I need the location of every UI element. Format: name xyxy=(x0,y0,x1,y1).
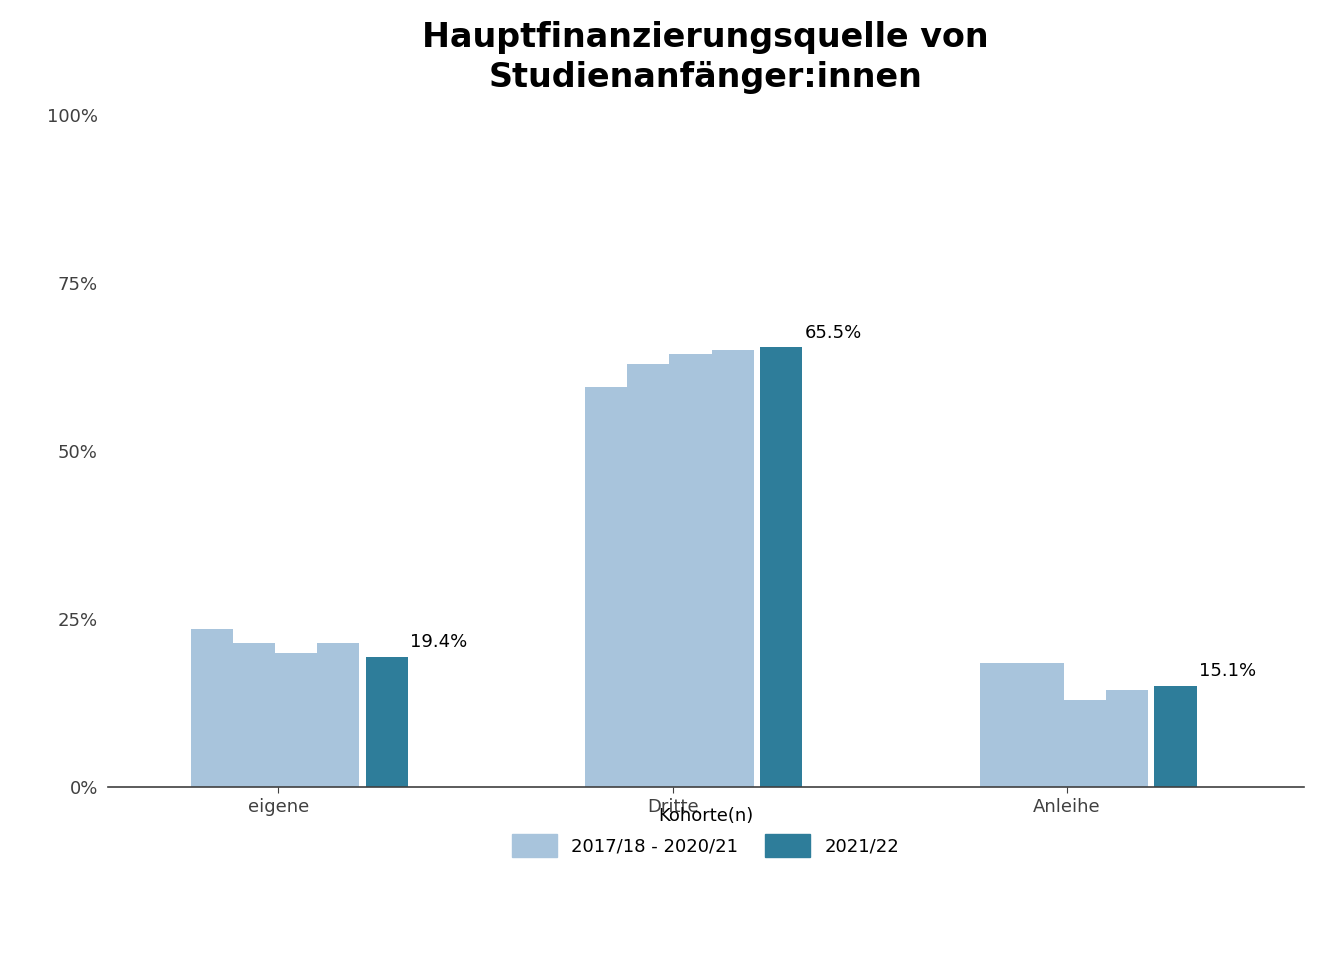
Title: Hauptfinanzierungsquelle von
Studienanfänger:innen: Hauptfinanzierungsquelle von Studienanfä… xyxy=(422,20,989,94)
Bar xyxy=(191,630,233,787)
Bar xyxy=(1064,700,1106,787)
Bar xyxy=(233,643,276,787)
Bar xyxy=(711,350,754,787)
Bar xyxy=(1106,689,1148,787)
Bar xyxy=(317,643,359,787)
Text: 65.5%: 65.5% xyxy=(804,324,862,342)
Bar xyxy=(628,364,669,787)
Bar xyxy=(586,387,628,787)
Text: 15.1%: 15.1% xyxy=(1199,662,1255,681)
Bar xyxy=(366,657,407,787)
Bar xyxy=(276,653,317,787)
Text: 19.4%: 19.4% xyxy=(410,634,468,652)
Bar xyxy=(1021,662,1064,787)
Bar xyxy=(1154,685,1196,787)
Legend: 2017/18 - 2020/21, 2021/22: 2017/18 - 2020/21, 2021/22 xyxy=(503,799,909,866)
Bar xyxy=(761,348,802,787)
Bar xyxy=(980,662,1021,787)
Bar xyxy=(669,354,711,787)
